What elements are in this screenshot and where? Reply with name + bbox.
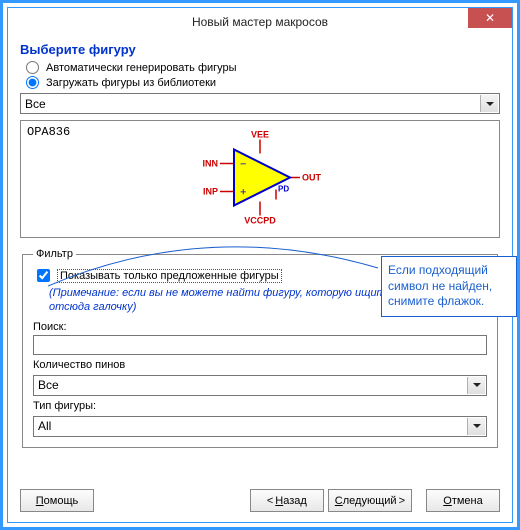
- type-combo[interactable]: All: [33, 416, 487, 437]
- search-label: Поиск:: [33, 321, 487, 333]
- radio-lib-label: Загружать фигуры из библиотеки: [46, 77, 216, 89]
- pins-label: Количество пинов: [33, 359, 487, 371]
- symbol-preview: OPA836 − + VEE INN: [20, 120, 500, 238]
- help-button[interactable]: Помощь: [20, 489, 94, 512]
- callout-text: Если подходящий символ не найден, снимит…: [388, 263, 492, 308]
- chip-name: OPA836: [27, 125, 70, 139]
- radio-auto-label: Автоматически генерировать фигуры: [46, 62, 237, 74]
- type-label: Тип фигуры:: [33, 400, 487, 412]
- chevron-left-icon: <: [267, 495, 273, 507]
- radio-lib-row[interactable]: Загружать фигуры из библиотеки: [26, 76, 500, 89]
- callout-connector: [48, 238, 388, 298]
- opamp-symbol: − + VEE INN INP OUT PD VCCPD: [190, 130, 330, 229]
- svg-text:−: −: [240, 159, 246, 171]
- chevron-right-icon: >: [399, 495, 405, 507]
- title-bar: Новый мастер макросов ✕: [8, 8, 512, 36]
- button-row: Помощь < Назад Следующий > Отмена: [20, 489, 500, 512]
- pin-pd: PD: [278, 185, 289, 194]
- pins-combo-value: Все: [38, 378, 59, 392]
- radio-auto[interactable]: [26, 61, 39, 74]
- callout-box: Если подходящий символ не найден, снимит…: [381, 256, 517, 317]
- pin-vccpd: VCCPD: [244, 216, 276, 226]
- back-button[interactable]: < Назад: [250, 489, 324, 512]
- category-combo[interactable]: Все: [20, 93, 500, 114]
- close-icon: ✕: [485, 11, 495, 25]
- window-title: Новый мастер макросов: [8, 15, 512, 29]
- type-combo-value: All: [38, 419, 51, 433]
- svg-text:+: +: [240, 187, 246, 199]
- close-button[interactable]: ✕: [468, 8, 512, 28]
- chevron-down-icon: [473, 424, 481, 428]
- radio-auto-row[interactable]: Автоматически генерировать фигуры: [26, 61, 500, 74]
- chevron-down-icon: [473, 383, 481, 387]
- radio-lib[interactable]: [26, 76, 39, 89]
- next-button[interactable]: Следующий >: [328, 489, 412, 512]
- pin-inn: INN: [203, 159, 219, 169]
- pin-out: OUT: [302, 173, 322, 183]
- section-title: Выберите фигуру: [20, 42, 500, 57]
- search-input[interactable]: [33, 335, 487, 355]
- pin-inp: INP: [203, 187, 218, 197]
- dialog-window: Новый мастер макросов ✕ Выберите фигуру …: [7, 7, 513, 523]
- pins-combo[interactable]: Все: [33, 375, 487, 396]
- pin-vee: VEE: [251, 130, 269, 140]
- cancel-button[interactable]: Отмена: [426, 489, 500, 512]
- chevron-down-icon: [486, 102, 494, 106]
- category-combo-value: Все: [25, 97, 46, 111]
